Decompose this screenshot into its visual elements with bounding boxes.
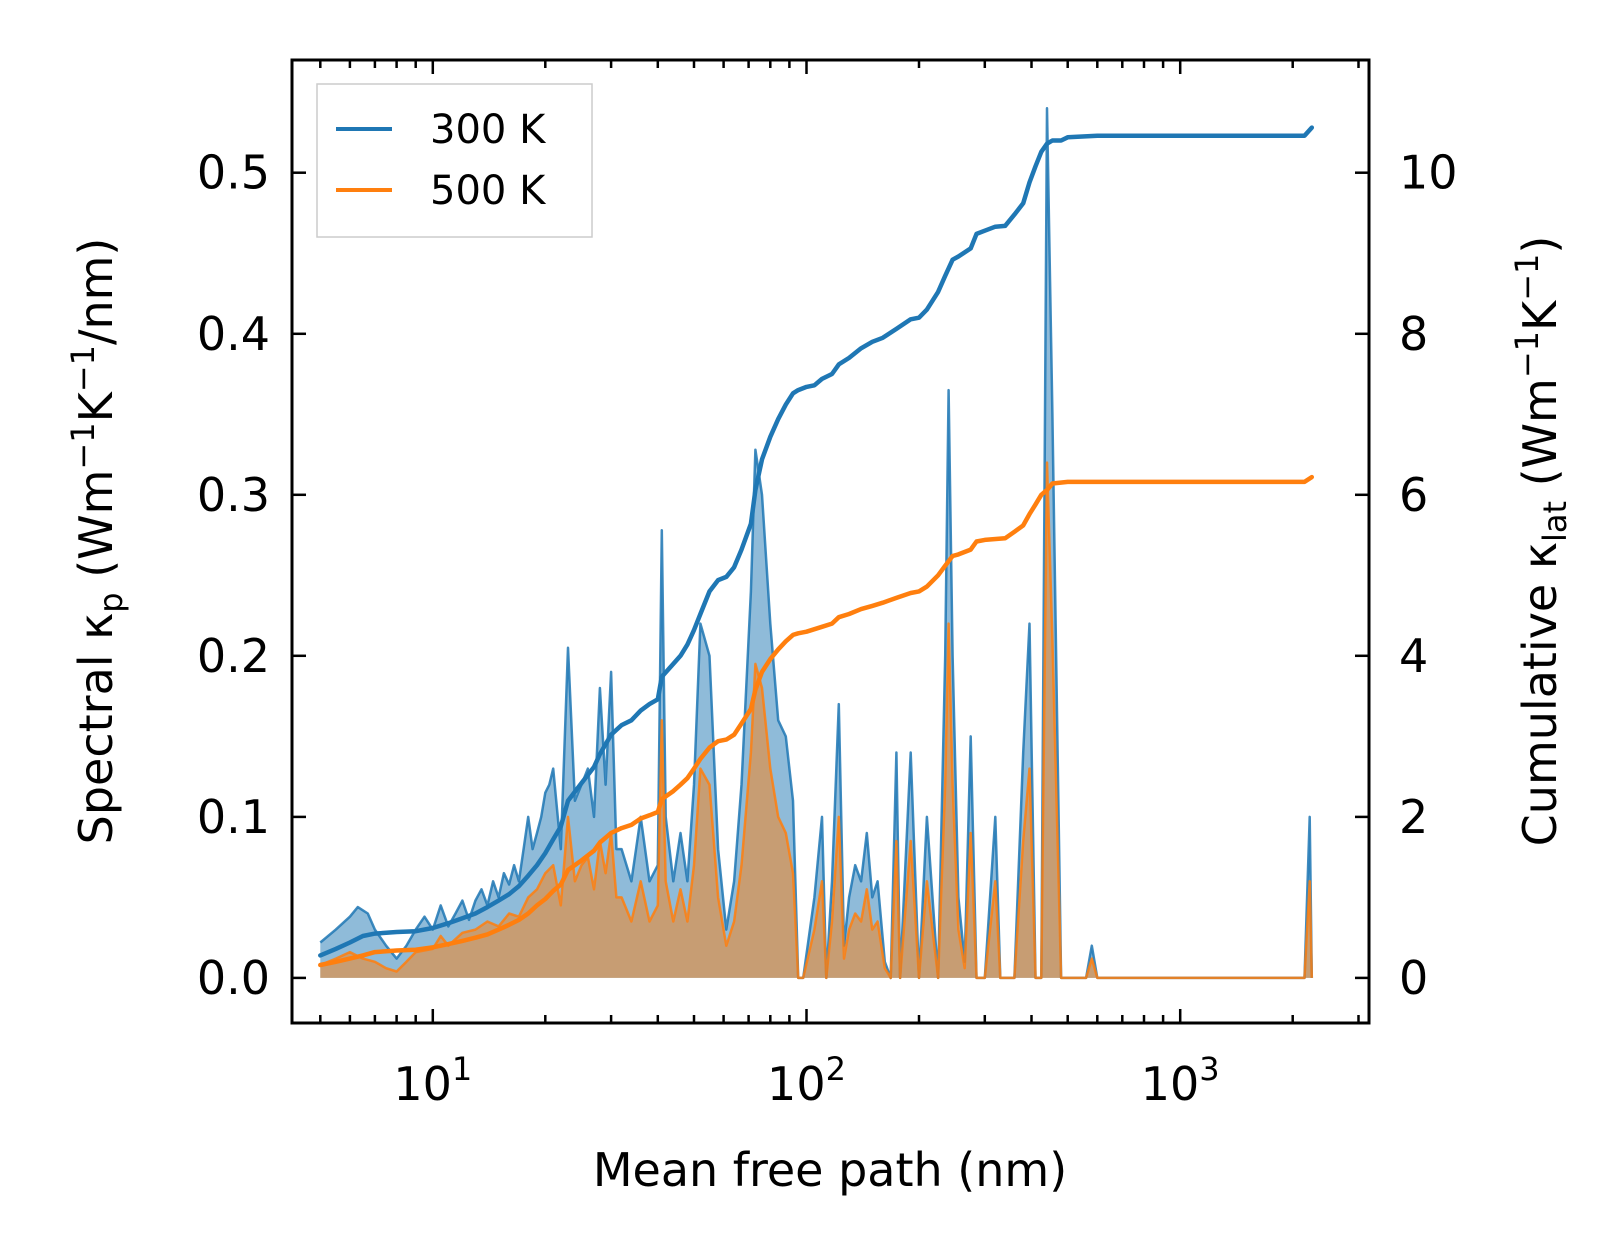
y-tick-label-right: 8	[1399, 307, 1428, 361]
spectral-line-500k	[319, 461, 1314, 980]
legend-label-300k: 300 K	[430, 107, 547, 153]
ylabel-sub: p	[92, 592, 130, 612]
tick-labels: 101 102 103 0.0 0.1 0.2 0.3 0.4 0.5 0 2 4 6 8 10	[197, 146, 1458, 1111]
y-axis-label-right: Cumulative κlat (Wm−1K−1)	[1508, 236, 1574, 847]
y-tick-label-right: 10	[1399, 146, 1458, 200]
cumulative-line-300k	[318, 125, 1315, 958]
y2label-sup2: −1	[1508, 254, 1546, 301]
cumulative-lines	[318, 125, 1315, 968]
y2label-pre: Cumulative κ	[1513, 542, 1567, 846]
ylabel-k: K	[69, 390, 123, 422]
legend-label-500k: 500 K	[430, 168, 547, 214]
y-tick-label-left: 0.4	[197, 307, 270, 361]
cumulative-line-500k	[318, 474, 1315, 968]
x-tick-label: 102	[767, 1050, 846, 1111]
y2label-sub: lat	[1536, 501, 1574, 542]
y-tick-label-left: 0.5	[197, 146, 270, 200]
ylabel-post: /nm)	[69, 238, 123, 345]
y2label-k: K	[1513, 299, 1567, 331]
y-tick-label-left: 0.1	[197, 790, 270, 844]
x-tick-label: 101	[393, 1050, 472, 1111]
y-tick-label-left: 0.3	[197, 468, 270, 522]
y2label-post: )	[1513, 236, 1567, 254]
spectral-fill-500k	[320, 462, 1312, 978]
x-axis-label: Mean free path (nm)	[593, 1143, 1067, 1197]
legend: 300 K 500 K	[316, 83, 593, 238]
ylabel-mid: (Wm	[69, 470, 123, 593]
legend-box	[316, 83, 593, 238]
y-axis-label-left: Spectral κp (Wm−1K−1/nm)	[64, 238, 130, 845]
spectral-lines	[319, 107, 1314, 980]
x-tick-label: 103	[1141, 1050, 1220, 1111]
y-tick-label-right: 2	[1399, 790, 1428, 844]
ylabel-pre: Spectral κ	[69, 613, 123, 845]
y2label-sup1: −1	[1508, 331, 1546, 378]
y-tick-label-left: 0.0	[197, 951, 270, 1005]
ylabel-sup1: −1	[64, 422, 102, 469]
y2label-mid: (Wm	[1513, 378, 1567, 501]
y-tick-label-right: 6	[1399, 468, 1428, 522]
y-tick-label-left: 0.2	[197, 629, 270, 683]
spectral-fill-areas	[320, 108, 1312, 978]
y-tick-label-right: 4	[1399, 629, 1428, 683]
spectral-fill-300k	[320, 108, 1312, 978]
ylabel-sup2: −1	[64, 345, 102, 392]
plot-frame	[290, 58, 1371, 1025]
y-tick-label-right: 0	[1399, 951, 1428, 1005]
